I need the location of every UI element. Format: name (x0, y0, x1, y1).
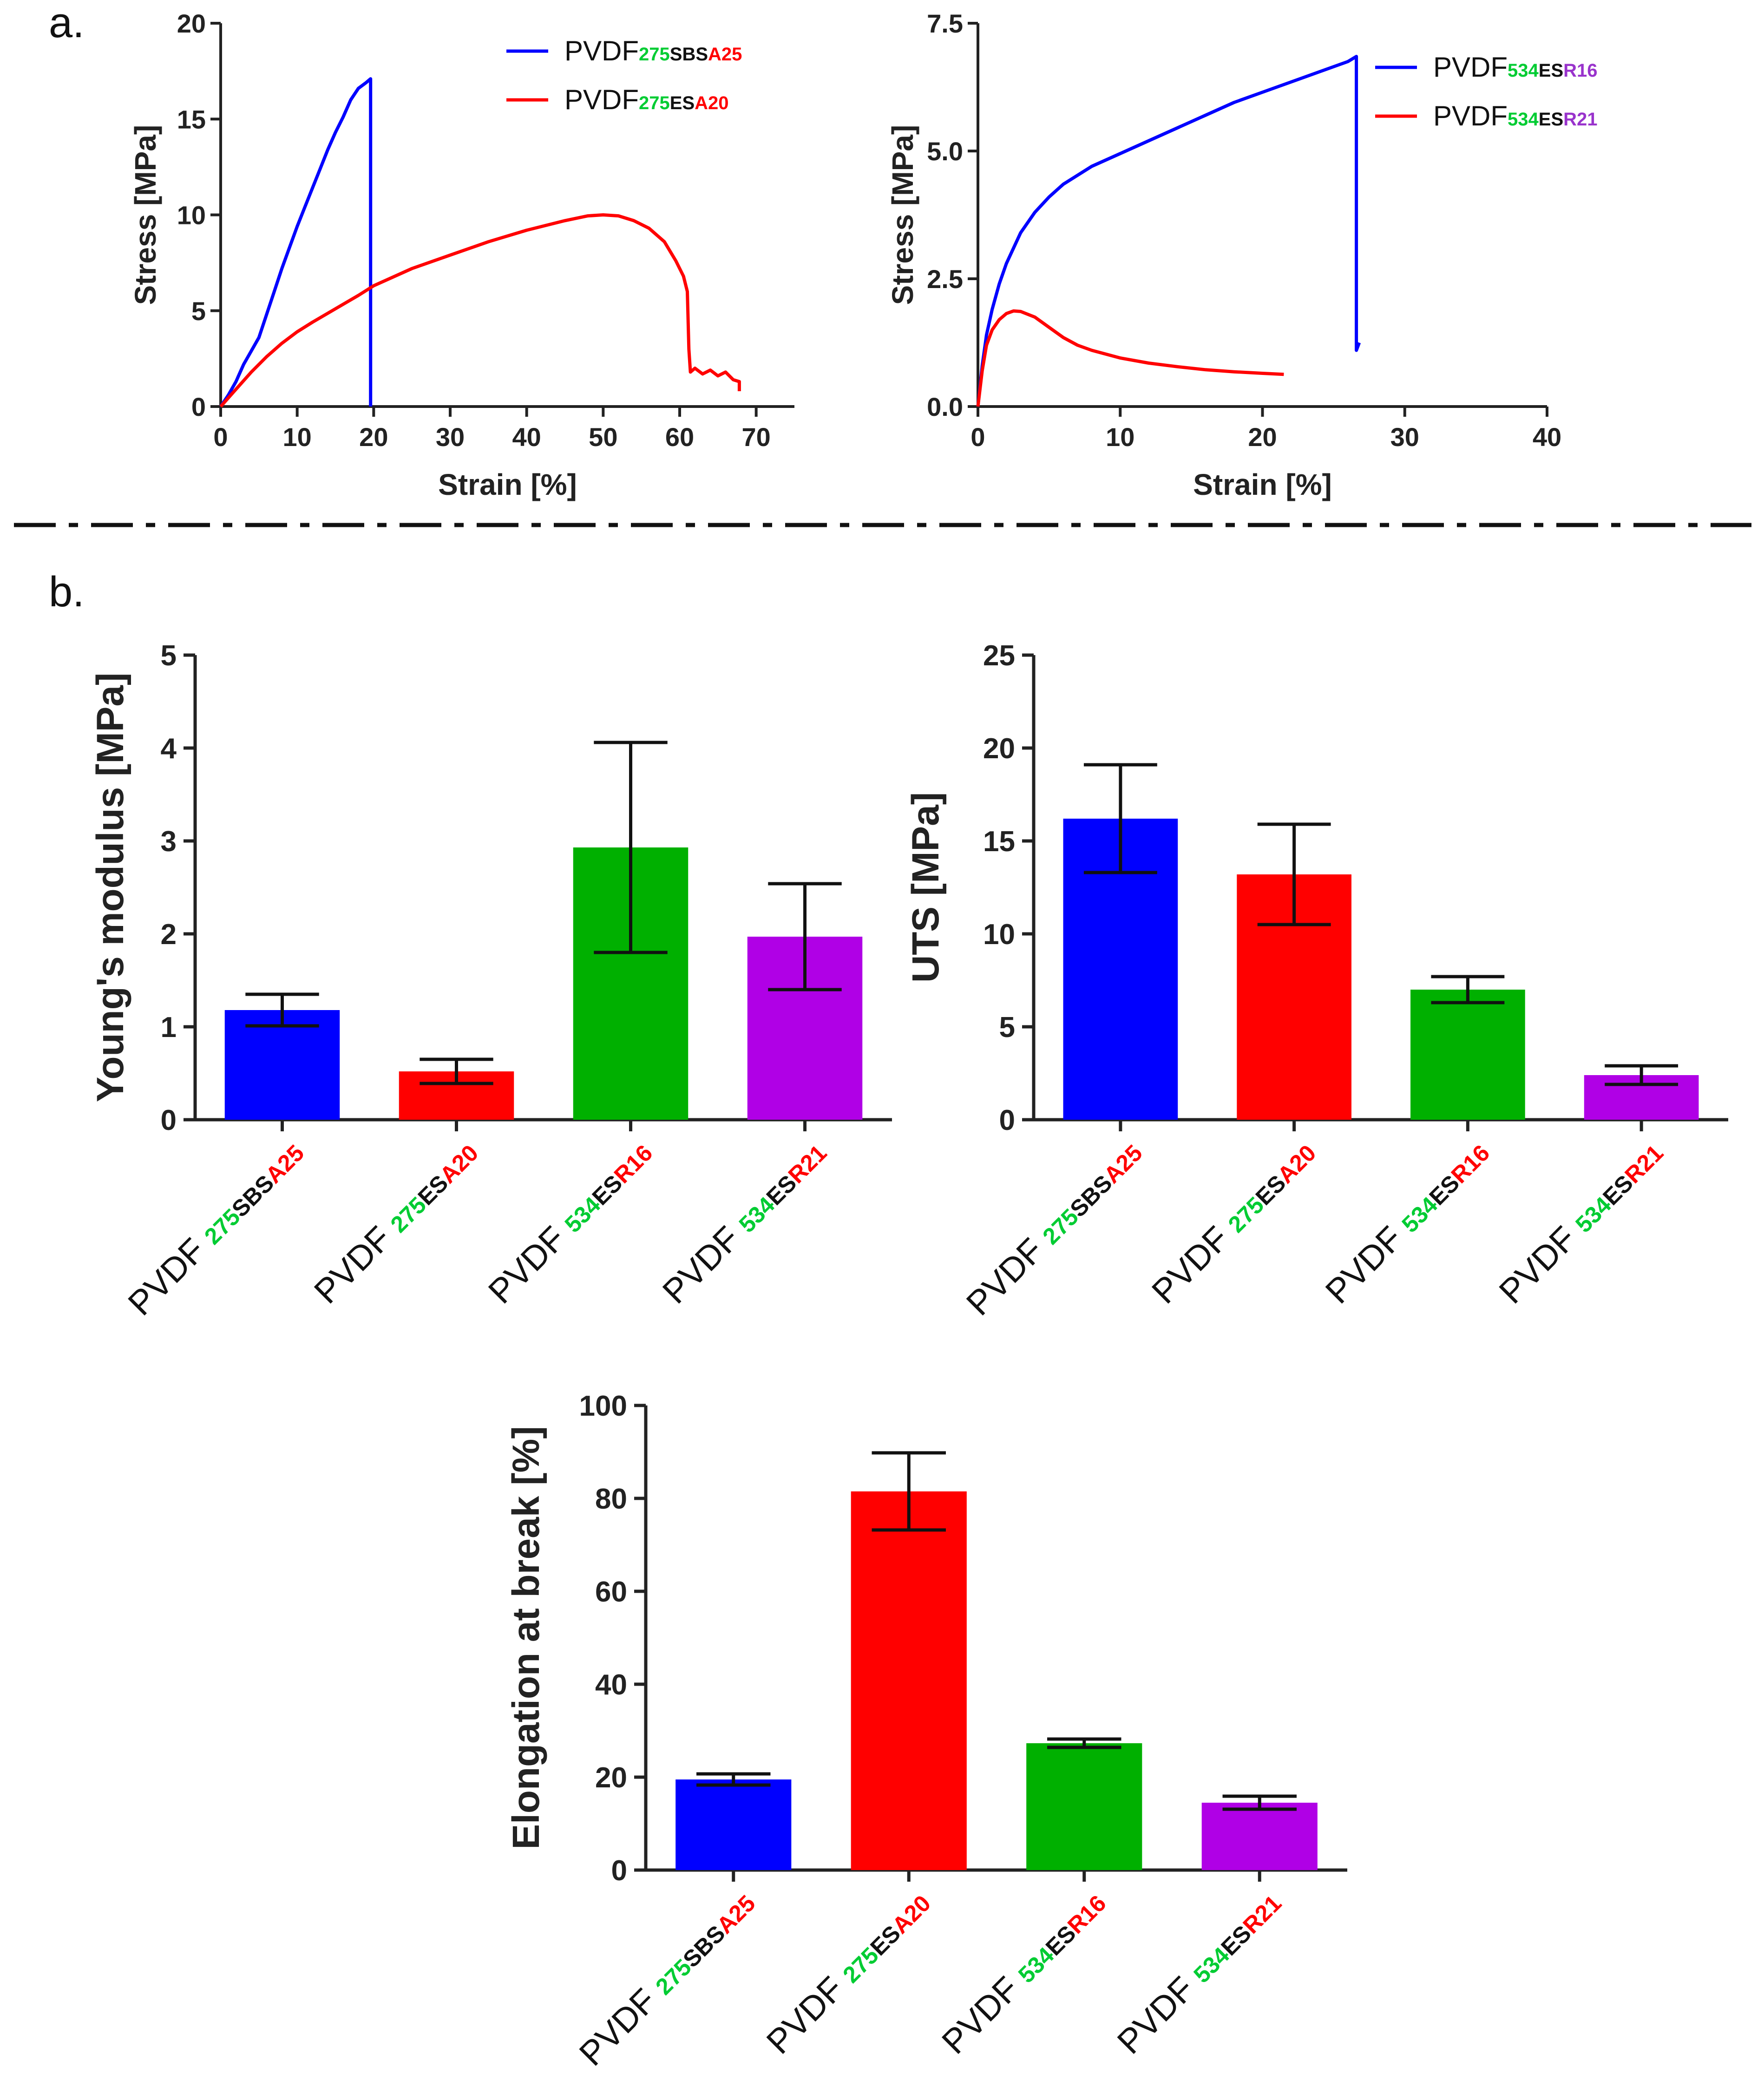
y-tick-label: 10 (983, 919, 1015, 951)
legend-label-part: ES (670, 93, 695, 113)
y-tick-label: 25 (983, 640, 1015, 672)
line-chart-stress-strain-534: 0.0 2.5 5.0 7.5 0 10 20 30 40 Strain [%] Stress [M… (886, 9, 1598, 501)
y-tick-label: 80 (595, 1483, 627, 1515)
legend-label-part: PVDF (564, 35, 639, 66)
y-axis-title: Young's modulus [MPa] (89, 673, 131, 1103)
x-tick-label: 20 (359, 422, 388, 452)
x-tick-label: 30 (436, 422, 465, 452)
series-line-PVDF275SBSA25 (219, 77, 373, 407)
y-tick-label: 7.5 (927, 9, 963, 38)
bar-PVDF534ESR21 (1201, 1803, 1318, 1870)
y-tick-label: 0 (611, 1855, 627, 1887)
y-axis-title: Stress [MPa] (886, 125, 919, 305)
bar-PVDF534ESR16 (1026, 1743, 1142, 1870)
legend-label-part: 275 (639, 44, 670, 65)
y-tick-label: 5.0 (927, 137, 963, 166)
legend-label-part: PVDF (564, 84, 639, 115)
y-tick-label: 5 (999, 1011, 1015, 1044)
y-tick-label: 20 (177, 9, 206, 38)
y-tick-label: 15 (177, 105, 206, 134)
legend-label: PVDF534ESR16 (1433, 52, 1598, 83)
y-tick-label: 40 (595, 1669, 627, 1701)
legend-label-part: ES (1539, 109, 1563, 130)
y-tick-label: 5 (191, 296, 206, 326)
y-axis-title: Stress [MPa] (129, 125, 162, 305)
legend-label-part: 534 (1508, 60, 1539, 81)
y-tick-label: 3 (161, 826, 177, 858)
y-tick-label: 1 (161, 1011, 177, 1044)
y-tick-label: 2 (161, 919, 177, 951)
x-tick-label: 30 (1390, 422, 1419, 452)
y-tick-label: 0 (191, 392, 206, 421)
y-tick-label: 0 (999, 1104, 1015, 1136)
bar-PVDF534ESR16 (1410, 990, 1525, 1120)
panel-label-a: a. (49, 0, 85, 46)
y-tick-label: 0.0 (927, 392, 963, 421)
series-line-PVDF275ESA20 (219, 213, 741, 408)
legend-label-part: PVDF (1433, 52, 1508, 83)
x-axis-title: Strain [%] (438, 468, 577, 501)
panel-label-b: b. (49, 568, 85, 616)
y-tick-label: 15 (983, 826, 1015, 858)
y-tick-label: 4 (161, 733, 177, 765)
y-tick-label: 0 (161, 1104, 177, 1136)
legend-label-part: 534 (1508, 109, 1539, 130)
x-tick-label: 50 (589, 422, 617, 452)
legend-label: PVDF275SBSA25 (564, 35, 742, 66)
bar-PVDF275ESA20 (851, 1491, 967, 1870)
y-tick-label: 20 (595, 1762, 627, 1794)
x-tick-label: 10 (283, 422, 312, 452)
legend-label-part: PVDF (1433, 100, 1508, 131)
y-tick-label: 60 (595, 1576, 627, 1608)
legend-label-part: ES (1539, 60, 1563, 81)
legend-label-part: R21 (1563, 109, 1597, 130)
legend-label-part: R16 (1563, 60, 1597, 81)
y-tick-label: 10 (177, 201, 206, 230)
y-axis-title: Elongation at break [%] (505, 1426, 547, 1849)
series-line-PVDF534ESR16 (976, 55, 1361, 407)
legend-label: PVDF534ESR21 (1433, 100, 1598, 131)
y-tick-label: 2.5 (927, 264, 963, 294)
x-tick-label: 60 (665, 422, 694, 452)
legend-label: PVDF275ESA20 (564, 84, 729, 115)
bar-PVDF275SBSA25 (224, 1010, 340, 1120)
y-tick-label: 100 (579, 1390, 627, 1422)
x-tick-label: 40 (512, 422, 541, 452)
x-tick-label: 10 (1106, 422, 1134, 452)
legend-label-part: SBS (670, 44, 708, 65)
legend-label-part: 275 (639, 93, 670, 113)
series-line-PVDF534ESR21 (976, 309, 1284, 407)
legend-label-part: A25 (708, 44, 742, 65)
legend-label-part: A20 (695, 93, 728, 113)
x-tick-label: 70 (742, 422, 771, 452)
x-axis-title: Strain [%] (1193, 468, 1332, 501)
x-tick-label: 40 (1533, 422, 1561, 452)
line-chart-stress-strain-275: 0 5 10 15 20 0 10 20 30 40 50 60 70 Strain [%] Stress … (129, 9, 794, 501)
x-tick-label: 0 (213, 422, 228, 452)
y-axis-title: UTS [MPa] (905, 792, 947, 983)
bar-PVDF275SBSA25 (675, 1779, 792, 1870)
y-tick-label: 20 (983, 733, 1015, 765)
y-tick-label: 5 (161, 640, 177, 672)
x-tick-label: 20 (1248, 422, 1277, 452)
x-tick-label: 0 (971, 422, 985, 452)
